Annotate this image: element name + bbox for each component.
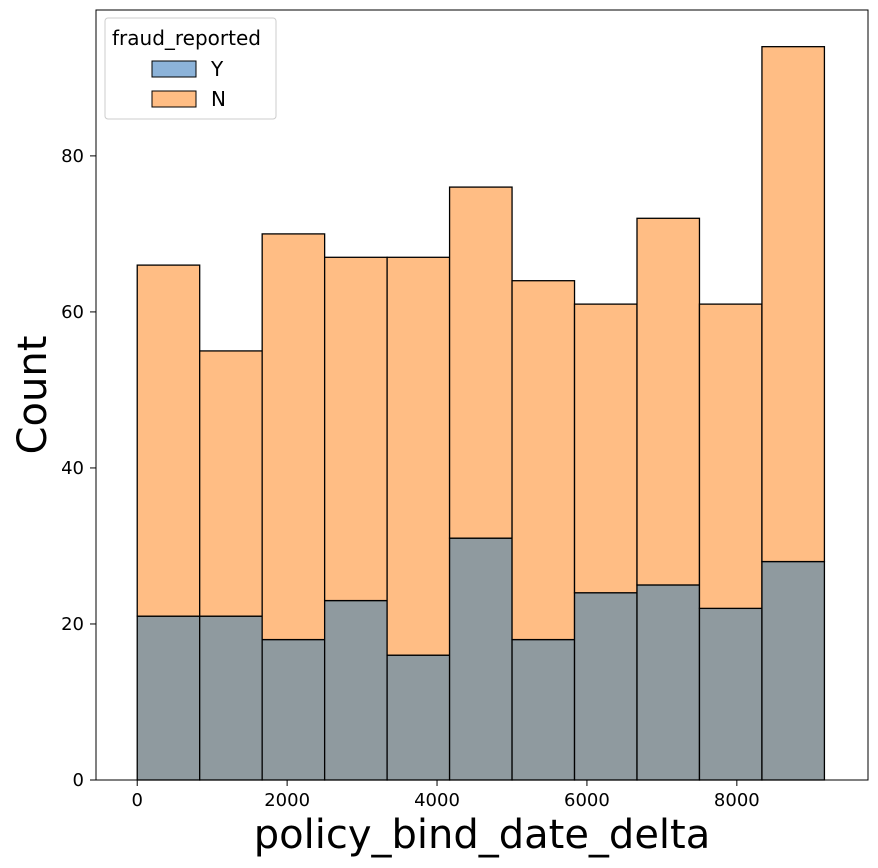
legend-swatch-Y <box>151 60 197 78</box>
x-tick-label: 0 <box>131 790 142 811</box>
bar-N-4 <box>386 256 451 656</box>
bar-Y-8 <box>636 584 701 781</box>
bar-Y-3 <box>323 599 388 781</box>
legend-label-N: N <box>211 87 226 111</box>
legend-swatch-N <box>151 90 197 108</box>
bar-Y-2 <box>261 638 326 781</box>
bar-N-8 <box>636 217 701 586</box>
bar-Y-5 <box>448 537 513 781</box>
legend-label-Y: Y <box>210 57 224 81</box>
x-ticks: 0 2000 4000 6000 8000 <box>131 780 760 811</box>
bar-N-9 <box>698 303 763 610</box>
x-tick-label: 4000 <box>414 790 460 811</box>
bar-N-7 <box>573 303 638 594</box>
bar-N-1 <box>199 350 263 617</box>
legend: fraud_reported YN <box>104 17 277 120</box>
legend-title: fraud_reported <box>112 26 261 50</box>
x-tick-label: 8000 <box>714 790 760 811</box>
y-ticks: 0 20 40 60 80 <box>61 146 96 791</box>
y-axis-label: Count <box>10 336 56 455</box>
bar-Y-7 <box>573 592 638 781</box>
bar-N-10 <box>761 46 826 563</box>
bar-Y-0 <box>136 615 201 781</box>
bar-N-3 <box>323 256 388 602</box>
x-axis-label: policy_bind_date_delta <box>254 812 711 858</box>
y-tick-label: 20 <box>61 614 84 635</box>
bar-Y-9 <box>698 607 763 781</box>
x-tick-label: 2000 <box>264 790 310 811</box>
y-tick-label: 80 <box>61 146 84 167</box>
bar-Y-6 <box>511 638 576 781</box>
x-tick-label: 6000 <box>564 790 610 811</box>
y-tick-label: 0 <box>73 770 84 791</box>
bar-Y-4 <box>386 654 451 781</box>
axes-frame <box>95 9 869 781</box>
y-tick-label: 60 <box>61 302 84 323</box>
bar-Y-10 <box>761 560 826 781</box>
bar-N-5 <box>448 186 513 539</box>
bar-N-0 <box>136 264 201 617</box>
legend-entries: YN <box>151 57 226 111</box>
bar-N-2 <box>261 233 326 641</box>
bars-layer <box>136 46 826 781</box>
y-tick-label: 40 <box>61 458 84 479</box>
bar-Y-1 <box>199 615 263 781</box>
bar-N-6 <box>511 280 576 641</box>
